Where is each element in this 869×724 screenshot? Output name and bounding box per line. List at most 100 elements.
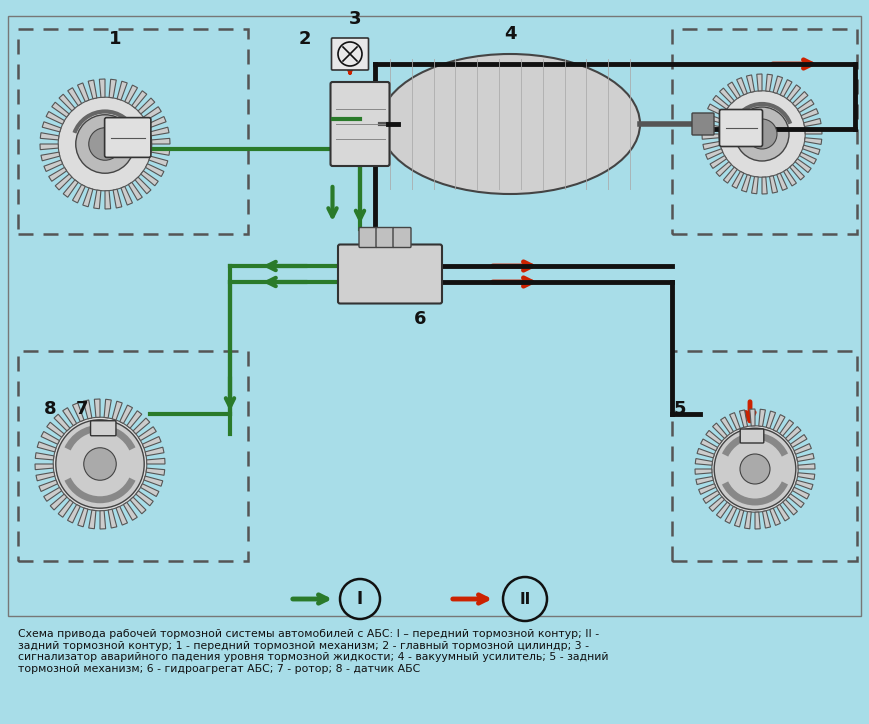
FancyBboxPatch shape [359,227,377,248]
Polygon shape [116,506,128,525]
Polygon shape [741,174,751,192]
Polygon shape [773,76,782,93]
Circle shape [714,428,796,510]
Polygon shape [805,129,822,134]
Polygon shape [148,117,166,128]
Polygon shape [147,458,165,464]
Bar [18,29,248,234]
Polygon shape [710,156,726,169]
Polygon shape [104,399,111,418]
Polygon shape [36,472,55,481]
Polygon shape [47,422,64,437]
Polygon shape [759,409,766,426]
Polygon shape [779,420,793,436]
Polygon shape [702,124,720,130]
Polygon shape [732,172,744,188]
Bar [18,351,248,561]
Polygon shape [803,146,820,154]
Polygon shape [801,109,819,119]
Bar [8,16,861,616]
Polygon shape [49,167,67,181]
Text: 3: 3 [348,10,362,28]
Polygon shape [121,186,132,205]
Polygon shape [788,494,804,508]
Polygon shape [39,480,57,492]
Circle shape [58,97,152,191]
Polygon shape [730,413,740,430]
Polygon shape [727,82,740,98]
Polygon shape [41,432,59,445]
Polygon shape [795,159,811,172]
Polygon shape [36,452,54,460]
Polygon shape [804,119,821,127]
Polygon shape [794,444,812,454]
Text: 5: 5 [673,400,687,418]
Polygon shape [699,484,716,494]
Polygon shape [695,458,713,466]
Polygon shape [777,505,789,521]
Polygon shape [750,409,755,426]
Polygon shape [127,411,142,428]
Polygon shape [150,127,169,136]
Polygon shape [144,476,163,487]
Circle shape [83,447,116,480]
Polygon shape [793,91,808,106]
Polygon shape [703,141,720,150]
Polygon shape [145,164,164,177]
Polygon shape [132,90,147,108]
Circle shape [503,577,547,621]
Polygon shape [141,171,158,186]
Text: 7: 7 [76,400,89,418]
Circle shape [76,114,134,173]
Polygon shape [734,510,744,527]
Polygon shape [784,169,796,186]
Polygon shape [59,94,75,111]
Circle shape [53,417,147,511]
Circle shape [719,90,806,177]
Polygon shape [790,164,805,180]
Ellipse shape [380,54,640,194]
Polygon shape [713,96,729,109]
Polygon shape [780,80,792,96]
Polygon shape [695,469,712,474]
Circle shape [89,127,122,160]
Circle shape [56,420,144,508]
Circle shape [340,579,380,619]
Polygon shape [773,415,785,432]
Polygon shape [149,156,168,167]
Polygon shape [762,177,767,194]
Polygon shape [35,464,53,470]
Polygon shape [40,132,59,140]
Polygon shape [89,510,96,529]
Polygon shape [805,138,822,144]
Polygon shape [723,167,737,183]
Polygon shape [762,510,771,528]
Polygon shape [786,85,800,101]
Polygon shape [737,77,747,95]
Polygon shape [696,476,713,484]
FancyBboxPatch shape [393,227,411,248]
Polygon shape [46,111,64,125]
Polygon shape [72,185,85,203]
Polygon shape [725,506,737,523]
Polygon shape [120,405,132,424]
Polygon shape [707,104,725,116]
Polygon shape [745,512,751,529]
Polygon shape [793,487,809,499]
Polygon shape [141,484,159,497]
Polygon shape [43,122,61,132]
Text: 2: 2 [299,30,311,48]
Polygon shape [770,508,780,526]
Polygon shape [704,114,721,123]
FancyBboxPatch shape [376,227,394,248]
Text: I: I [357,590,363,608]
Polygon shape [752,177,759,194]
Polygon shape [138,426,156,441]
Polygon shape [113,189,122,208]
Polygon shape [755,512,760,529]
Polygon shape [109,79,116,98]
Polygon shape [37,442,56,452]
Polygon shape [112,401,123,420]
Polygon shape [135,177,151,194]
Polygon shape [129,182,143,201]
